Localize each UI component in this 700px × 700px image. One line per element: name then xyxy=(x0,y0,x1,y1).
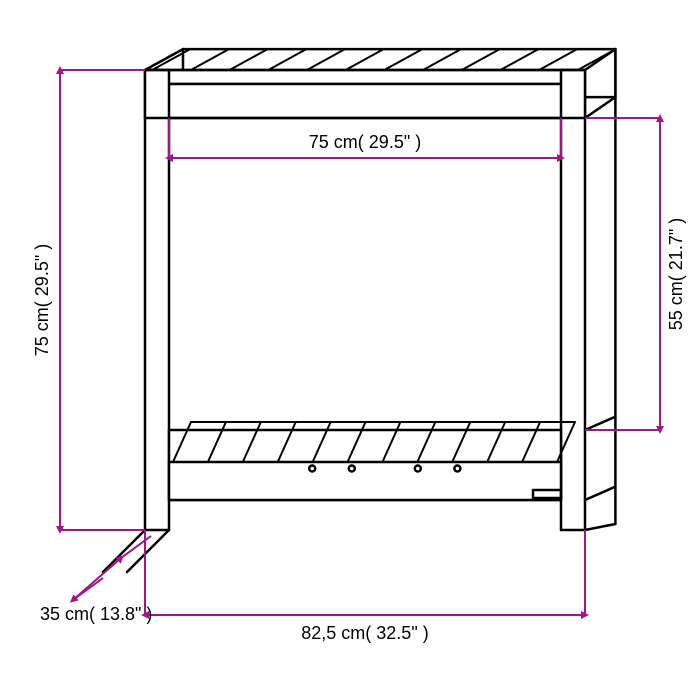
dim-label: 35 cm( 13.8" ) xyxy=(40,604,152,624)
dim-label: 75 cm( 29.5" ) xyxy=(32,244,52,356)
dim-label: 82,5 cm( 32.5" ) xyxy=(301,623,428,643)
dim-label: 75 cm( 29.5" ) xyxy=(309,132,421,152)
dim-label: 55 cm( 21.7" ) xyxy=(666,218,686,330)
